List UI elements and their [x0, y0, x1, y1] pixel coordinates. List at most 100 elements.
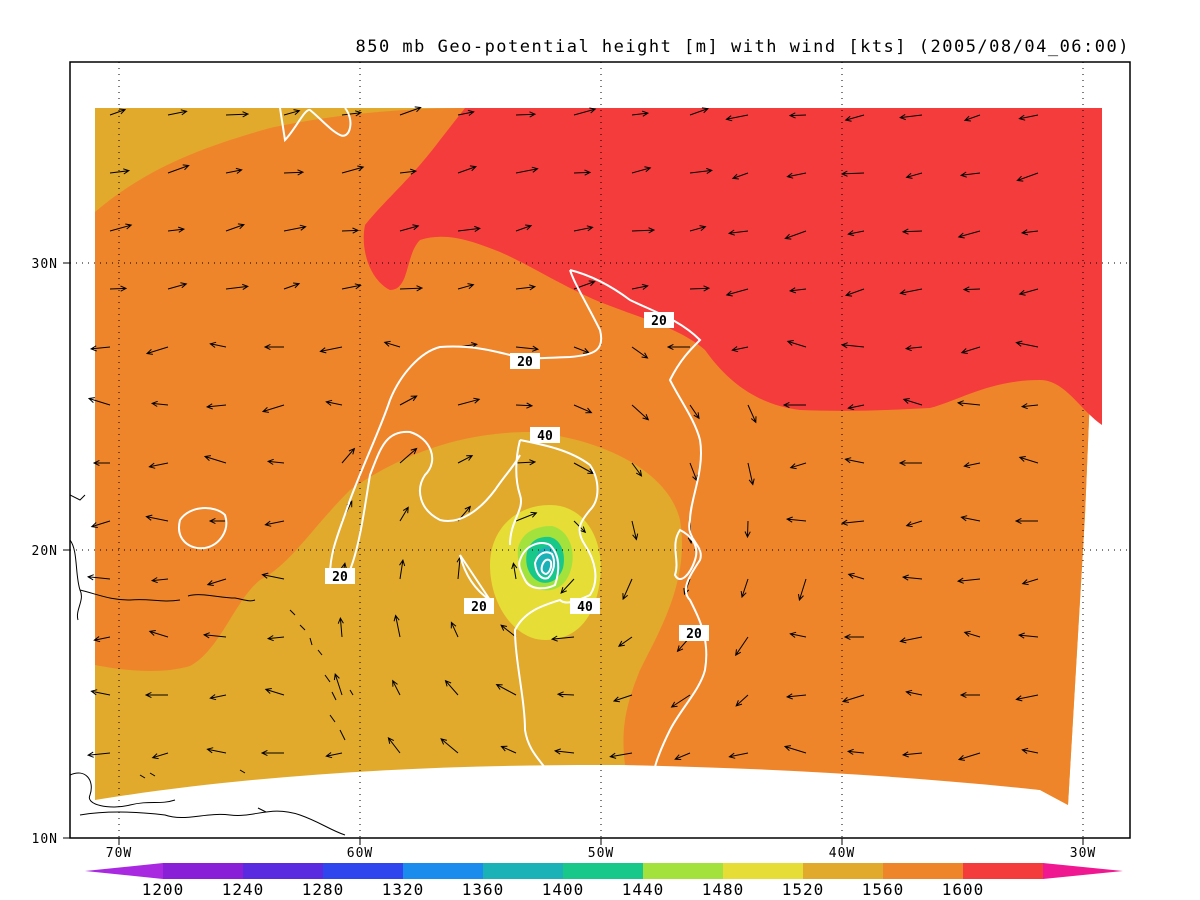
wind-arrow — [208, 517, 226, 525]
wind-arrow — [92, 459, 110, 467]
wind-arrow — [789, 462, 807, 470]
wind-arrow — [631, 404, 650, 421]
wind-arrow — [341, 110, 363, 117]
wind-arrow — [612, 694, 633, 703]
wind-arrow — [500, 745, 517, 754]
lon-label-30w: 30W — [1070, 846, 1096, 861]
wind-arrow — [341, 227, 360, 234]
colorbar-segment — [883, 863, 963, 879]
wind-arrow — [202, 632, 227, 639]
wind-arrow — [960, 515, 981, 522]
wind-arrow — [666, 343, 690, 351]
wind-arrow — [399, 559, 406, 580]
wind-arrow — [847, 230, 865, 237]
wind-arrow — [899, 288, 923, 296]
wind-arrow — [963, 630, 981, 638]
wind-arrow — [151, 752, 169, 760]
wind-arrow — [901, 751, 923, 758]
wind-arrow — [283, 224, 307, 232]
colorbar-label: 1360 — [462, 880, 505, 899]
wind-arrow — [785, 693, 807, 700]
wind-arrow — [515, 402, 534, 409]
wind-arrow — [167, 164, 190, 174]
wind-arrow — [847, 404, 865, 411]
wind-arrow — [1021, 747, 1039, 754]
wind-arrow — [392, 679, 401, 696]
isotach-label-20-b: 20 — [510, 353, 540, 370]
svg-text:40: 40 — [577, 600, 593, 615]
wind-arrow — [960, 346, 981, 354]
wind-arrow — [962, 286, 981, 293]
wind-arrow — [617, 636, 633, 647]
wind-arrow — [573, 169, 592, 176]
wind-arrow — [86, 574, 111, 581]
wind-arrow — [399, 395, 418, 406]
map-title: 850 mb Geo-potential height [m] with win… — [355, 37, 1130, 57]
isotach-label-20-d: 20 — [464, 598, 494, 615]
wind-arrow — [631, 462, 643, 477]
isotach-label-20-e: 20 — [679, 625, 709, 642]
wind-arrow — [899, 636, 923, 644]
wind-arrow — [622, 578, 633, 601]
wind-arrow — [670, 694, 691, 708]
wind-arrow — [1021, 578, 1039, 586]
wind-arrow — [89, 345, 111, 352]
wind-arrow — [631, 166, 652, 174]
wind-arrow — [393, 614, 401, 638]
wind-arrow — [457, 397, 481, 406]
wind-arrow — [844, 457, 865, 464]
wind-arrow — [959, 171, 981, 178]
wind-arrow — [840, 342, 865, 349]
lat-label-20n: 20N — [32, 544, 58, 559]
isotach-label-20-a: 20 — [644, 312, 674, 329]
isotach-label-40-b: 40 — [570, 598, 600, 615]
wind-arrow — [550, 635, 575, 642]
wind-arrow — [90, 520, 111, 528]
wind-arrow — [266, 458, 285, 465]
colorbar-high-arrow — [1043, 863, 1123, 879]
wind-arrow — [963, 114, 981, 122]
coastline-hispaniola — [70, 539, 82, 621]
colorbar-label: 1200 — [142, 880, 185, 899]
wind-arrow — [674, 752, 691, 760]
wind-arrow — [788, 287, 807, 294]
wind-arrow — [337, 616, 344, 638]
wind-arrow — [725, 114, 749, 122]
isotach-20-north-loop — [279, 107, 352, 143]
wind-arrow — [341, 447, 356, 464]
wind-arrow — [905, 172, 923, 179]
wind-arrow — [783, 745, 807, 754]
wind-arrow — [901, 228, 923, 235]
colorbar-label: 1520 — [782, 880, 825, 899]
lon-label-70w: 70W — [106, 846, 132, 861]
wind-arrow — [731, 172, 749, 180]
wind-arrow — [631, 520, 639, 541]
colorbar-low-arrow — [85, 863, 163, 879]
colorbar-segment — [323, 863, 403, 879]
wind-arrow — [261, 404, 285, 413]
wind-arrow — [573, 107, 597, 116]
colorbar-segment — [483, 863, 563, 879]
wind-arrow — [846, 748, 865, 755]
wind-arrow — [841, 694, 865, 703]
wind-arrow — [728, 752, 749, 759]
wind-arrow — [905, 689, 923, 696]
lon-label-40w: 40W — [829, 846, 855, 861]
wind-arrow — [203, 455, 227, 464]
lat-label-10n: 10N — [32, 832, 58, 847]
isotach-100 — [540, 558, 553, 576]
wind-arrow — [609, 752, 633, 759]
colorbar-label: 1600 — [942, 880, 985, 899]
isotach-contours — [178, 107, 708, 769]
wind-arrow — [747, 462, 755, 486]
wind-arrow — [225, 223, 245, 232]
wind-arrow — [956, 577, 981, 584]
wind-arrow — [573, 225, 594, 232]
wind-arrow — [786, 172, 807, 179]
wind-arrow — [957, 230, 981, 239]
wind-arrow — [573, 462, 595, 475]
colorbar-label: 1320 — [382, 880, 425, 899]
isotach-20-inner — [349, 430, 521, 571]
svg-text:20: 20 — [471, 600, 487, 615]
colorbar-segment — [163, 863, 243, 879]
